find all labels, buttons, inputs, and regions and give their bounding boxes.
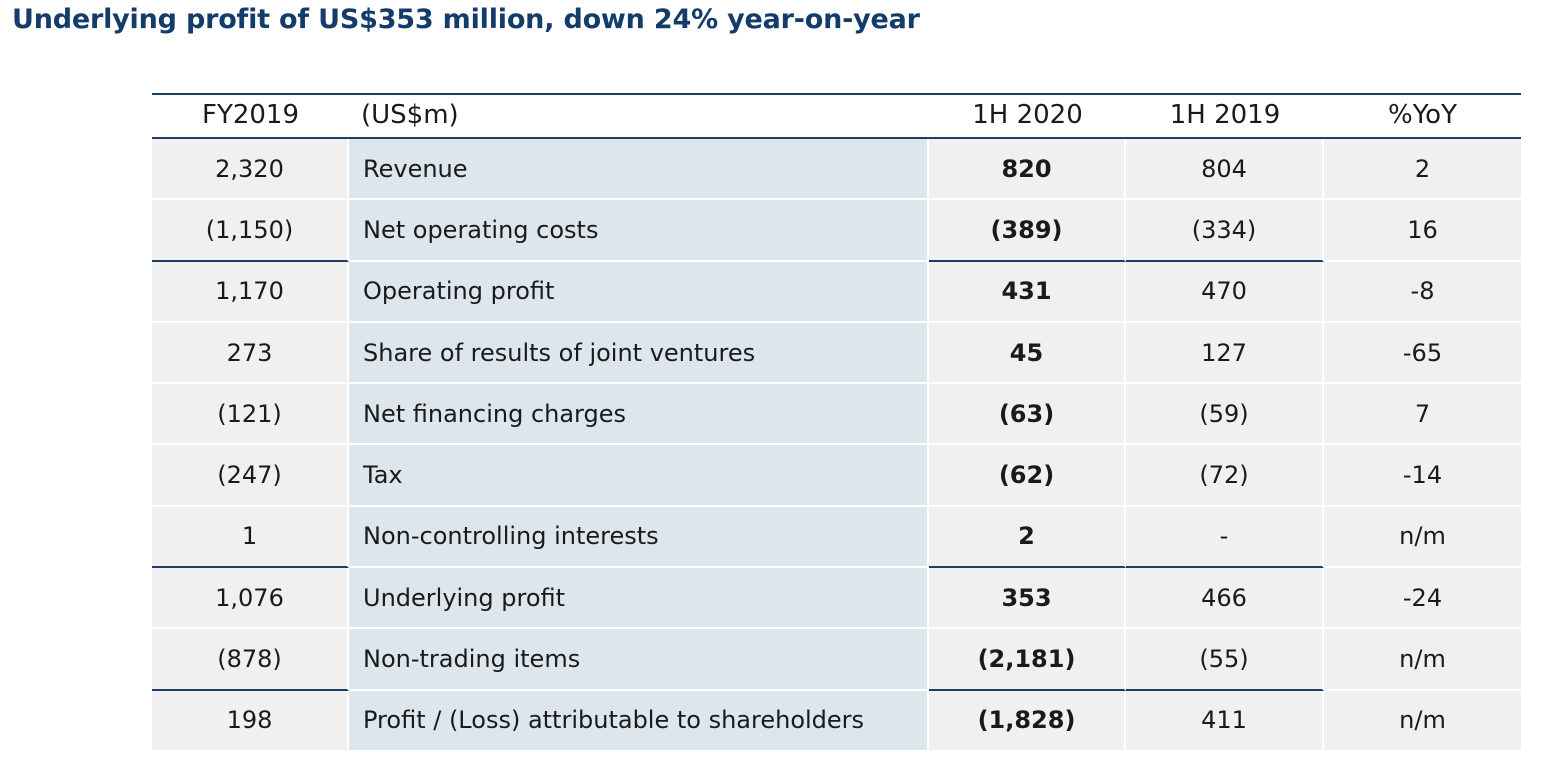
financial-table: FY2019 (US$m) 1H 2020 1H 2019 %YoY 2,320…	[152, 93, 1521, 752]
cell-1h-2020: (63)	[929, 384, 1126, 446]
row-label: Underlying profit	[349, 568, 929, 630]
cell-1h-2019: (72)	[1126, 445, 1324, 507]
table-row: 2,320 Revenue 820 804 2	[152, 139, 1521, 201]
row-label: Non-trading items	[349, 629, 929, 691]
table-row: (247) Tax (62) (72) -14	[152, 445, 1521, 507]
cell-1h-2019: 127	[1126, 322, 1324, 385]
table-row: 198 Profit / (Loss) attributable to shar…	[152, 690, 1521, 752]
row-label: Profit / (Loss) attributable to sharehol…	[349, 690, 929, 752]
table-row: 1,076 Underlying profit 353 466 -24	[152, 568, 1521, 630]
header-1h-2019: 1H 2019	[1126, 95, 1324, 137]
row-label: Tax	[349, 445, 929, 507]
cell-1h-2020: (389)	[929, 200, 1126, 262]
cell-fy2019: 1,076	[152, 568, 349, 630]
cell-yoy: 2	[1324, 139, 1521, 201]
cell-1h-2020: 353	[929, 568, 1126, 630]
table-row: 273 Share of results of joint ventures 4…	[152, 322, 1521, 385]
cell-1h-2020: 820	[929, 139, 1126, 201]
cell-1h-2019: (55)	[1126, 629, 1324, 691]
cell-1h-2020: (62)	[929, 445, 1126, 507]
cell-fy2019: 1,170	[152, 261, 349, 323]
cell-1h-2019: 466	[1126, 568, 1324, 630]
header-yoy: %YoY	[1324, 95, 1521, 137]
row-label: Operating profit	[349, 261, 929, 323]
cell-1h-2019: (59)	[1126, 384, 1324, 446]
header-fy2019: FY2019	[152, 95, 349, 137]
cell-yoy: -14	[1324, 445, 1521, 507]
table-row: (1,150) Net operating costs (389) (334) …	[152, 200, 1521, 262]
cell-1h-2019: 470	[1126, 261, 1324, 323]
cell-fy2019: (247)	[152, 445, 349, 507]
row-label: Non-controlling interests	[349, 506, 929, 569]
cell-fy2019: 2,320	[152, 139, 349, 201]
cell-1h-2019: (334)	[1126, 200, 1324, 262]
row-label: Share of results of joint ventures	[349, 322, 929, 385]
cell-fy2019: (878)	[152, 629, 349, 691]
cell-fy2019: 273	[152, 322, 349, 385]
cell-yoy: n/m	[1324, 690, 1521, 752]
row-label: Net financing charges	[349, 384, 929, 446]
row-label: Revenue	[349, 139, 929, 201]
cell-yoy: -65	[1324, 322, 1521, 385]
header-1h-2020: 1H 2020	[929, 95, 1126, 137]
cell-1h-2019: 411	[1126, 690, 1324, 752]
cell-yoy: -24	[1324, 568, 1521, 630]
table-row: 1 Non-controlling interests 2 - n/m	[152, 506, 1521, 569]
table-row: 1,170 Operating profit 431 470 -8	[152, 261, 1521, 323]
table-row: (878) Non-trading items (2,181) (55) n/m	[152, 629, 1521, 691]
table-row: (121) Net financing charges (63) (59) 7	[152, 384, 1521, 446]
cell-fy2019: 198	[152, 690, 349, 752]
cell-yoy: n/m	[1324, 506, 1521, 569]
cell-yoy: 16	[1324, 200, 1521, 262]
cell-1h-2019: 804	[1126, 139, 1324, 201]
cell-1h-2020: 431	[929, 261, 1126, 323]
cell-1h-2020: 45	[929, 322, 1126, 385]
cell-1h-2020: 2	[929, 506, 1126, 569]
cell-1h-2020: (1,828)	[929, 690, 1126, 752]
cell-fy2019: (1,150)	[152, 200, 349, 262]
row-label: Net operating costs	[349, 200, 929, 262]
header-units: (US$m)	[349, 95, 929, 137]
table-header-row: FY2019 (US$m) 1H 2020 1H 2019 %YoY	[152, 95, 1521, 139]
cell-fy2019: (121)	[152, 384, 349, 446]
cell-yoy: -8	[1324, 261, 1521, 323]
cell-fy2019: 1	[152, 506, 349, 569]
cell-yoy: n/m	[1324, 629, 1521, 691]
page-title: Underlying profit of US$353 million, dow…	[12, 4, 920, 35]
cell-yoy: 7	[1324, 384, 1521, 446]
cell-1h-2019: -	[1126, 506, 1324, 569]
cell-1h-2020: (2,181)	[929, 629, 1126, 691]
